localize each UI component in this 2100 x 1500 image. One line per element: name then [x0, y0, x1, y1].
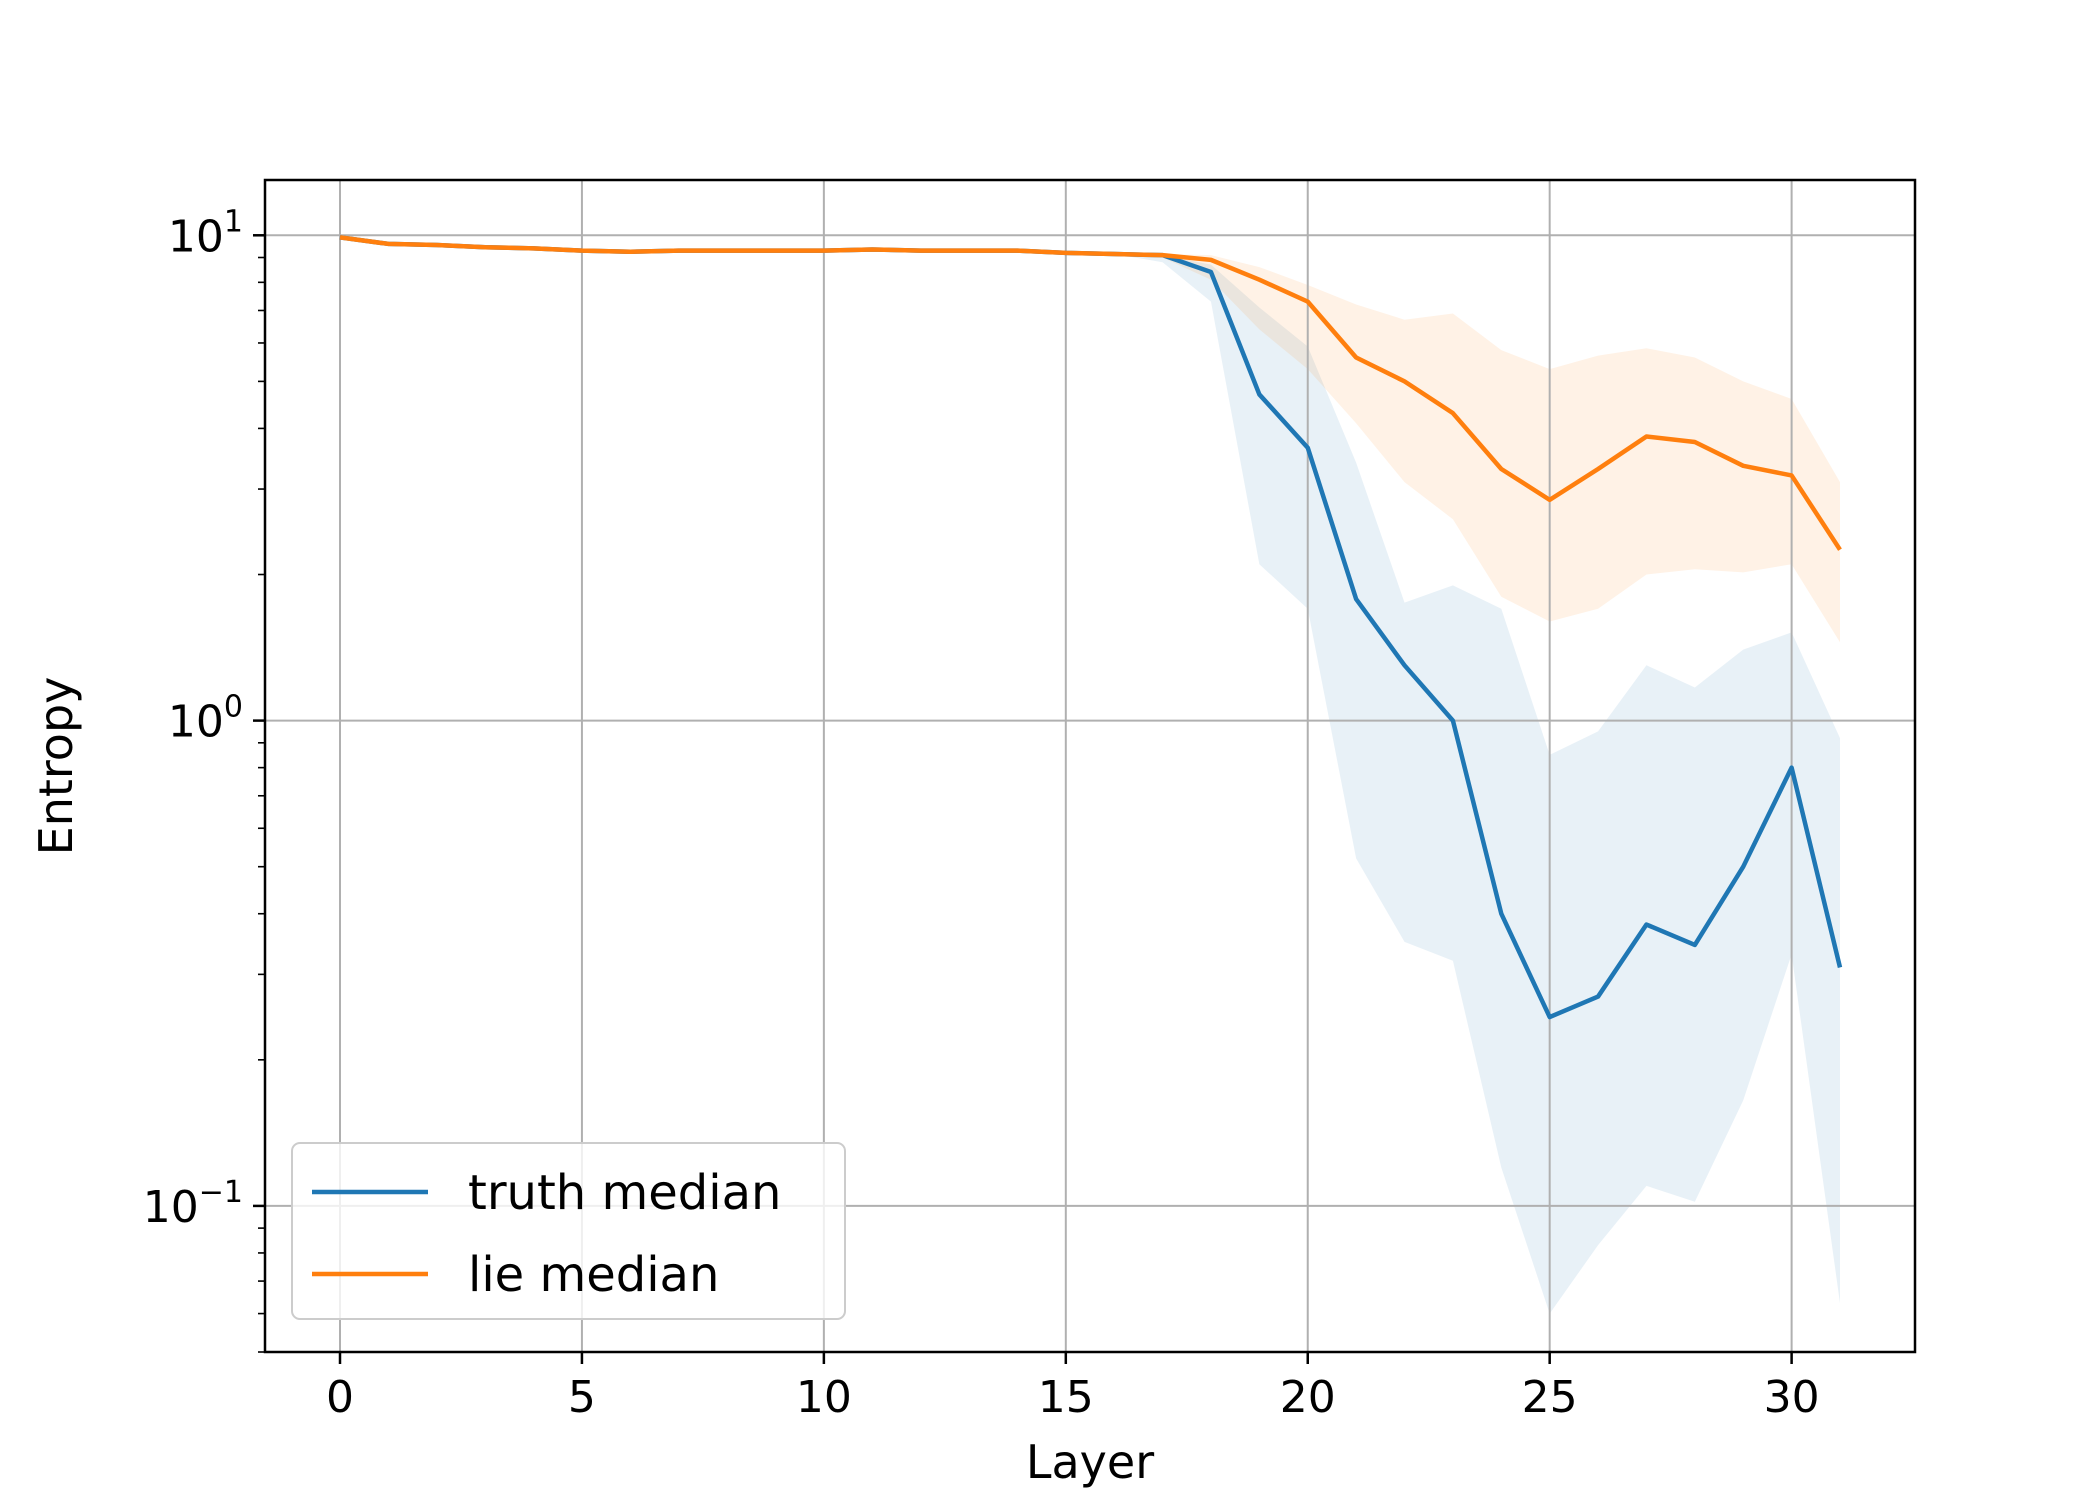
x-tick-label: 10 [796, 1372, 852, 1423]
band-lie-median [340, 237, 1840, 643]
y-tick-label: 10−1 [143, 1175, 243, 1233]
x-tick-label: 30 [1764, 1372, 1820, 1423]
x-tick-label: 20 [1280, 1372, 1336, 1423]
y-axis-label: Entropy [29, 677, 83, 856]
legend: truth median lie median [291, 1142, 846, 1320]
x-axis-label: Layer [1026, 1435, 1154, 1489]
plot-frame [263, 178, 1917, 1354]
x-tick-label: 0 [326, 1372, 354, 1423]
x-tick-label: 15 [1038, 1372, 1094, 1423]
y-tick-label: 100 [168, 690, 243, 748]
y-axis-ticks: 101 100 10−1 [143, 204, 265, 1353]
y-tick-label: 101 [168, 204, 243, 262]
x-tick-label: 25 [1522, 1372, 1578, 1423]
legend-label: lie median [468, 1247, 719, 1303]
line-lie-median [339, 235, 1842, 551]
x-tick-label: 5 [568, 1372, 596, 1423]
x-axis-ticks: 0 5 10 15 20 25 30 [326, 1352, 1820, 1423]
confidence-bands [340, 237, 1840, 1314]
band-truth-median [340, 237, 1840, 1314]
series-lines [339, 235, 1843, 1020]
legend-label: truth median [468, 1165, 781, 1221]
legend-box [291, 1142, 846, 1320]
